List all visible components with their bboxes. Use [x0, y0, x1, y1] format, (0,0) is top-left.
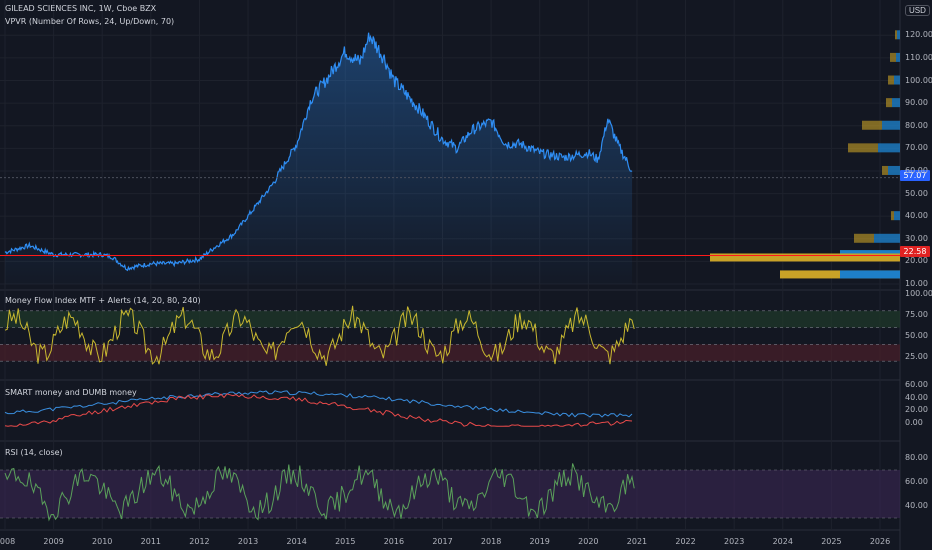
- dumb-money-line: [4, 393, 633, 427]
- y-tick-label: 20.00: [905, 256, 928, 266]
- symbol-title: GILEAD SCIENCES INC, 1W, Cboe BZX: [5, 4, 157, 13]
- currency-button[interactable]: USD: [905, 5, 930, 16]
- y-tick-label: 60.00: [905, 380, 928, 389]
- y-tick-label: 80.00: [905, 453, 928, 462]
- y-tick-label: 20.00: [905, 405, 928, 415]
- y-tick-label: 10.00: [905, 279, 928, 288]
- x-tick-label: 2011: [140, 537, 162, 546]
- volume-profile-bar: [892, 98, 900, 108]
- x-tick-label: 2023: [723, 537, 745, 546]
- vpvr-label: VPVR (Number Of Rows, 24, Up/Down, 70): [5, 17, 175, 26]
- y-tick-label: 60.00: [905, 165, 928, 175]
- volume-profile-bar: [891, 211, 894, 221]
- volume-profile-bar: [882, 165, 888, 175]
- y-tick-label: 50.00: [905, 331, 928, 340]
- x-tick-label: 2016: [383, 537, 405, 546]
- y-tick-label: 90.00: [905, 98, 928, 108]
- x-tick-label: 2021: [626, 537, 648, 546]
- volume-profile-bar: [897, 30, 900, 40]
- y-tick-label: 120.00: [905, 30, 932, 40]
- x-tick-label: 2015: [335, 537, 356, 546]
- price-area: [5, 32, 633, 285]
- volume-profile-bar: [896, 52, 900, 62]
- x-tick-label: 2024: [772, 537, 793, 546]
- x-tick-label: 2010: [92, 537, 113, 546]
- y-tick-label: 25.00: [905, 352, 928, 361]
- x-tick-label: 2008: [0, 537, 16, 546]
- x-tick-label: 2019: [529, 537, 550, 546]
- y-tick-label: 100.00: [905, 289, 932, 298]
- x-tick-label: 2022: [675, 537, 696, 546]
- x-tick-label: 2026: [869, 537, 891, 546]
- smart-dumb-label: SMART money and DUMB money: [5, 388, 137, 397]
- volume-profile-bar: [886, 98, 892, 108]
- y-tick-label: 30.00: [905, 233, 928, 243]
- x-tick-label: 2020: [578, 537, 599, 546]
- volume-profile-bar: [878, 143, 900, 153]
- y-tick-label: 40.00: [905, 211, 928, 221]
- mfi-oversold-band: [0, 344, 900, 362]
- y-tick-label: 50.00: [905, 188, 928, 198]
- rsi-line: [4, 463, 635, 522]
- volume-profile-bar: [862, 120, 882, 130]
- volume-profile-bar: [840, 270, 900, 279]
- volume-profile-bar: [882, 120, 900, 130]
- mfi-label: Money Flow Index MTF + Alerts (14, 20, 8…: [5, 296, 201, 305]
- smart-money-line: [4, 390, 633, 418]
- x-tick-label: 2012: [189, 537, 210, 546]
- x-tick-label: 2014: [286, 537, 307, 546]
- x-tick-label: 2013: [237, 537, 259, 546]
- volume-profile-bar: [888, 75, 894, 85]
- x-tick-label: 2017: [432, 537, 453, 546]
- volume-profile-bar: [710, 253, 900, 262]
- volume-profile-bar: [848, 143, 878, 153]
- volume-profile-bar: [874, 233, 900, 243]
- volume-profile-bar: [888, 165, 900, 175]
- y-tick-label: 60.00: [905, 477, 928, 486]
- mfi-line: [4, 305, 635, 366]
- rsi-label: RSI (14, close): [5, 448, 63, 457]
- volume-profile-bar: [854, 233, 874, 243]
- y-tick-label: 40.00: [905, 501, 928, 510]
- x-tick-label: 2018: [480, 537, 502, 546]
- volume-profile-bar: [895, 30, 897, 40]
- price-line: [4, 32, 633, 272]
- volume-profile-bar: [894, 75, 900, 85]
- y-tick-label: 100.00: [905, 75, 932, 85]
- rsi-band: [0, 470, 900, 518]
- mfi-overbought-band: [0, 310, 900, 328]
- volume-profile-bar: [890, 52, 896, 62]
- y-tick-label: 80.00: [905, 120, 928, 130]
- y-tick-label: 70.00: [905, 143, 928, 153]
- y-tick-label: 110.00: [905, 52, 932, 62]
- support-badge: 22.58: [900, 246, 930, 257]
- x-tick-label: 2009: [43, 537, 64, 546]
- y-tick-label: 40.00: [905, 392, 928, 402]
- last-price-badge: 57.07: [900, 170, 930, 181]
- y-tick-label: 0.00: [905, 418, 923, 427]
- y-tick-label: 75.00: [905, 310, 928, 319]
- volume-profile-bar: [894, 211, 900, 221]
- x-tick-label: 2025: [821, 537, 842, 546]
